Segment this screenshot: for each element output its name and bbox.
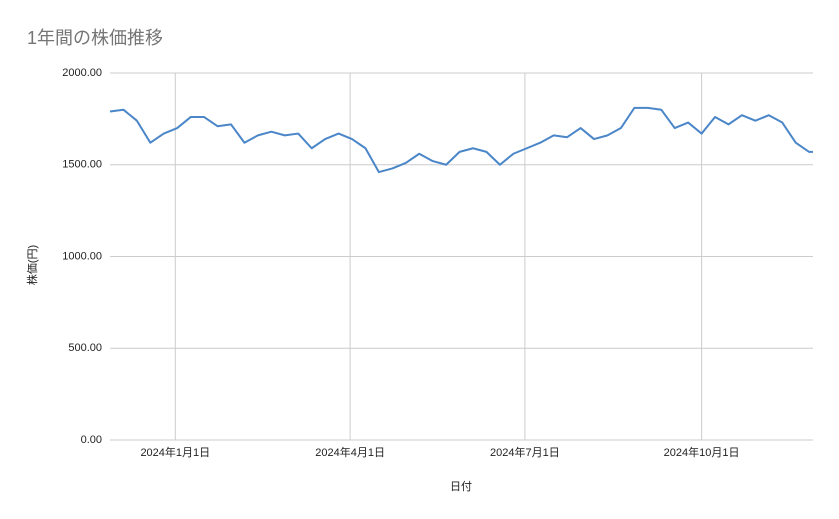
y-tick-label: 500.00 (68, 342, 102, 354)
y-tick-label: 0.00 (81, 434, 102, 446)
y-axis-label: 株価(円) (25, 245, 39, 285)
y-tick-label: 2000.00 (62, 67, 102, 79)
chart-title: 1年間の株価推移 (27, 28, 163, 48)
x-tick-label: 2024年4月1日 (315, 445, 385, 459)
x-tick-label: 2024年7月1日 (490, 445, 560, 459)
y-tick-label: 1000.00 (62, 250, 102, 262)
x-axis-label: 日付 (450, 480, 472, 493)
y-tick-label: 1500.00 (62, 159, 102, 171)
x-tick-label: 2024年10月1日 (664, 445, 740, 459)
x-tick-label: 2024年1月1日 (140, 445, 210, 459)
price-line (109, 106, 813, 174)
